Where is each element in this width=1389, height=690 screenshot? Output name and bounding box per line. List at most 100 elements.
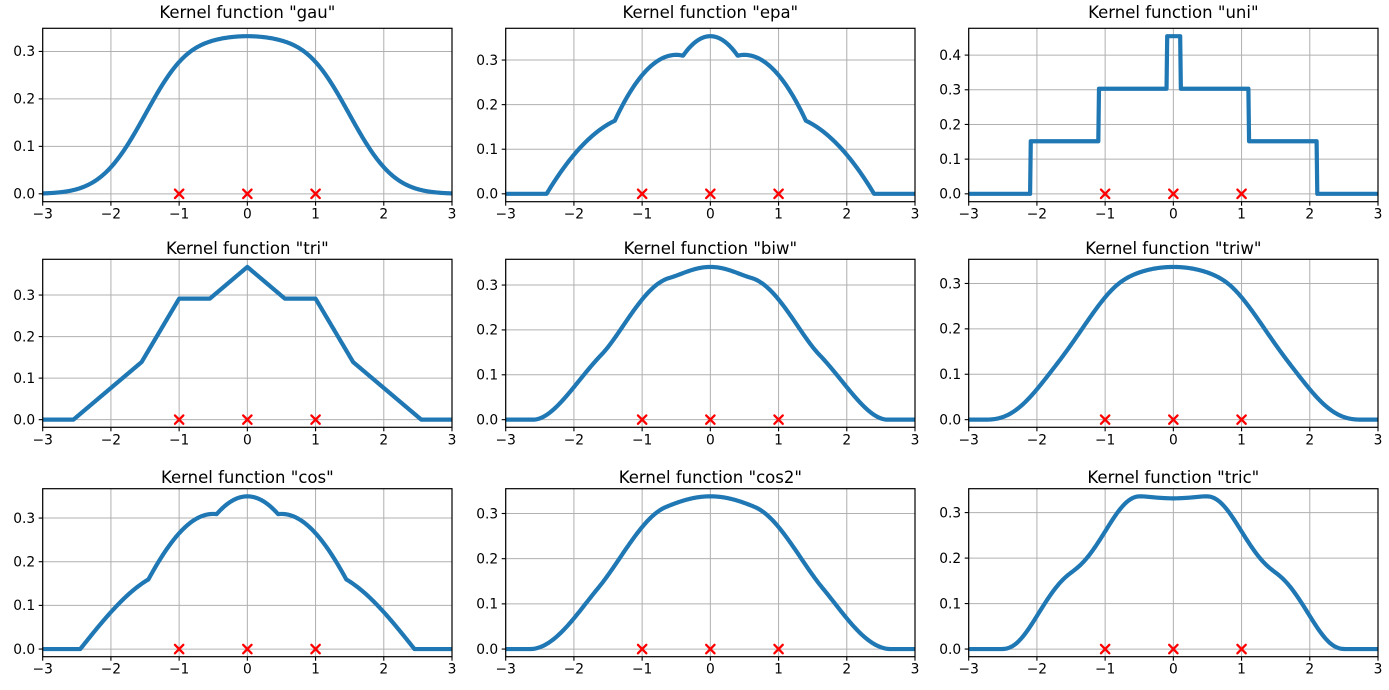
data-point-marker (1099, 643, 1111, 655)
y-tick-label: 0.3 (13, 511, 35, 527)
kde-curve (41, 494, 454, 652)
y-tick-label: 0.1 (476, 368, 498, 384)
data-point-marker (1099, 188, 1111, 200)
x-tick-label: −2 (564, 662, 584, 678)
y-tick-label: 0.2 (476, 323, 498, 339)
x-tick-label: −2 (1027, 207, 1047, 223)
plot-title-triw: Kernel function "triw" (1085, 239, 1262, 258)
y-tick-label: 0.1 (476, 597, 498, 613)
data-point-marker (1168, 188, 1179, 200)
x-tick-label: −1 (632, 662, 652, 678)
y-tick-label: 0.2 (13, 555, 35, 571)
x-tick-label: 0 (1169, 207, 1178, 223)
x-tick-label: 1 (774, 432, 783, 448)
subplot-uni: Kernel function "uni" −3 −2 −1 0 1 2 3 0.0 0.1 0.… (926, 0, 1389, 230)
x-tick-label: −3 (33, 207, 53, 223)
x-tick-label: −2 (101, 432, 121, 448)
kde-curve (967, 494, 1380, 652)
data-point-marker (773, 188, 784, 200)
data-point-marker (1236, 643, 1247, 655)
data-point-marker (173, 643, 185, 655)
data-point-marker (705, 188, 716, 200)
y-tick-label: 0.0 (476, 642, 498, 658)
axes-spines (968, 258, 1379, 428)
subplot-triw: Kernel function "triw" −3 −2 −1 0 1 2 3 0.0 0.1 0… (926, 230, 1389, 460)
x-tick-label: −3 (496, 662, 516, 678)
x-tick-label: 2 (842, 432, 851, 448)
x-tick-label: −3 (496, 207, 516, 223)
x-tick-label: −3 (33, 432, 53, 448)
plot-area-tric: −3 −2 −1 0 1 2 3 0.0 0.1 0.2 0.3 (939, 488, 1382, 678)
y-tick-label: 0.2 (939, 551, 961, 567)
y-tick-label: 0.0 (939, 412, 961, 428)
y-tick-label: 0.2 (13, 329, 35, 345)
x-tick-label: 3 (448, 662, 457, 678)
kde-curve (41, 264, 454, 422)
data-point-marker (173, 188, 185, 200)
x-tick-label: 0 (243, 432, 252, 448)
x-tick-label: −3 (33, 662, 53, 678)
x-tick-label: 1 (311, 662, 320, 678)
plot-title-tri: Kernel function "tri" (165, 239, 329, 258)
kde-curve (504, 494, 917, 652)
plot-title-tric: Kernel function "tric" (1087, 468, 1260, 487)
x-tick-label: −3 (959, 207, 979, 223)
x-tick-label: 0 (1169, 662, 1178, 678)
x-tick-label: −3 (959, 662, 979, 678)
x-tick-label: −1 (169, 662, 189, 678)
data-point-marker (242, 643, 253, 655)
data-point-marker (1168, 643, 1179, 655)
y-tick-label: 0.3 (476, 53, 498, 69)
plot-title-uni: Kernel function "uni" (1088, 3, 1259, 22)
y-tick-label: 0.3 (13, 44, 35, 60)
x-tick-label: 0 (243, 662, 252, 678)
plot-area-epa: −3 −2 −1 0 1 2 3 0.0 0.1 0.2 0.3 (476, 27, 919, 223)
plot-title-cos2: Kernel function "cos2" (618, 468, 802, 487)
x-tick-label: 1 (1237, 207, 1246, 223)
data-point-marker (636, 643, 648, 655)
x-tick-label: 2 (842, 662, 851, 678)
plot-title-biw: Kernel function "biw" (623, 239, 798, 258)
plot-title-epa: Kernel function "epa" (622, 3, 799, 22)
y-tick-label: 0.1 (939, 152, 961, 168)
y-tick-label: 0.2 (476, 551, 498, 567)
x-tick-label: 2 (842, 207, 851, 223)
plot-area-cos: −3 −2 −1 0 1 2 3 0.0 0.1 0.2 0.3 (13, 488, 457, 678)
y-tick-label: 0.4 (939, 48, 961, 64)
plot-area-uni: −3 −2 −1 0 1 2 3 0.0 0.1 0.2 0.3 0.4 (939, 27, 1382, 223)
y-tick-label: 0.3 (13, 288, 35, 304)
y-tick-label: 0.2 (13, 92, 35, 108)
data-point-marker (1236, 188, 1247, 200)
y-tick-label: 0.0 (476, 412, 498, 428)
x-tick-label: −3 (496, 432, 516, 448)
data-point-marker (242, 414, 253, 426)
x-tick-label: 3 (448, 207, 457, 223)
x-tick-label: 2 (1305, 432, 1314, 448)
y-tick-label: 0.3 (476, 278, 498, 294)
plot-title-gau: Kernel function "gau" (159, 3, 336, 22)
y-tick-label: 0.3 (939, 83, 961, 99)
data-point-marker (1236, 414, 1247, 426)
subplot-cos2: Kernel function "cos2" −3 −2 −1 0 1 2 3 0.0 0.1 0… (463, 460, 926, 690)
y-tick-label: 0.1 (13, 598, 35, 614)
y-tick-label: 0.0 (13, 187, 35, 203)
subplot-biw: Kernel function "biw" −3 −2 −1 0 1 2 3 0.0 0.1 0.… (463, 230, 926, 460)
x-tick-label: −1 (632, 207, 652, 223)
x-tick-label: 2 (379, 207, 388, 223)
data-point-marker (636, 188, 648, 200)
x-tick-label: −2 (564, 207, 584, 223)
subplot-cos: Kernel function "cos" −3 −2 −1 0 1 2 3 0.0 0.1 0.… (0, 460, 463, 690)
data-point-marker (1099, 414, 1111, 426)
plot-area-cos2: −3 −2 −1 0 1 2 3 0.0 0.1 0.2 0.3 (476, 488, 919, 678)
y-tick-label: 0.1 (939, 596, 961, 612)
y-tick-label: 0.0 (476, 187, 498, 203)
y-tick-label: 0.2 (476, 97, 498, 113)
kde-curve (504, 264, 917, 422)
x-tick-label: −1 (169, 432, 189, 448)
x-tick-label: 2 (379, 662, 388, 678)
y-tick-label: 0.3 (939, 505, 961, 521)
y-tick-label: 0.0 (939, 642, 961, 658)
x-tick-label: −2 (101, 662, 121, 678)
data-point-marker (705, 643, 716, 655)
